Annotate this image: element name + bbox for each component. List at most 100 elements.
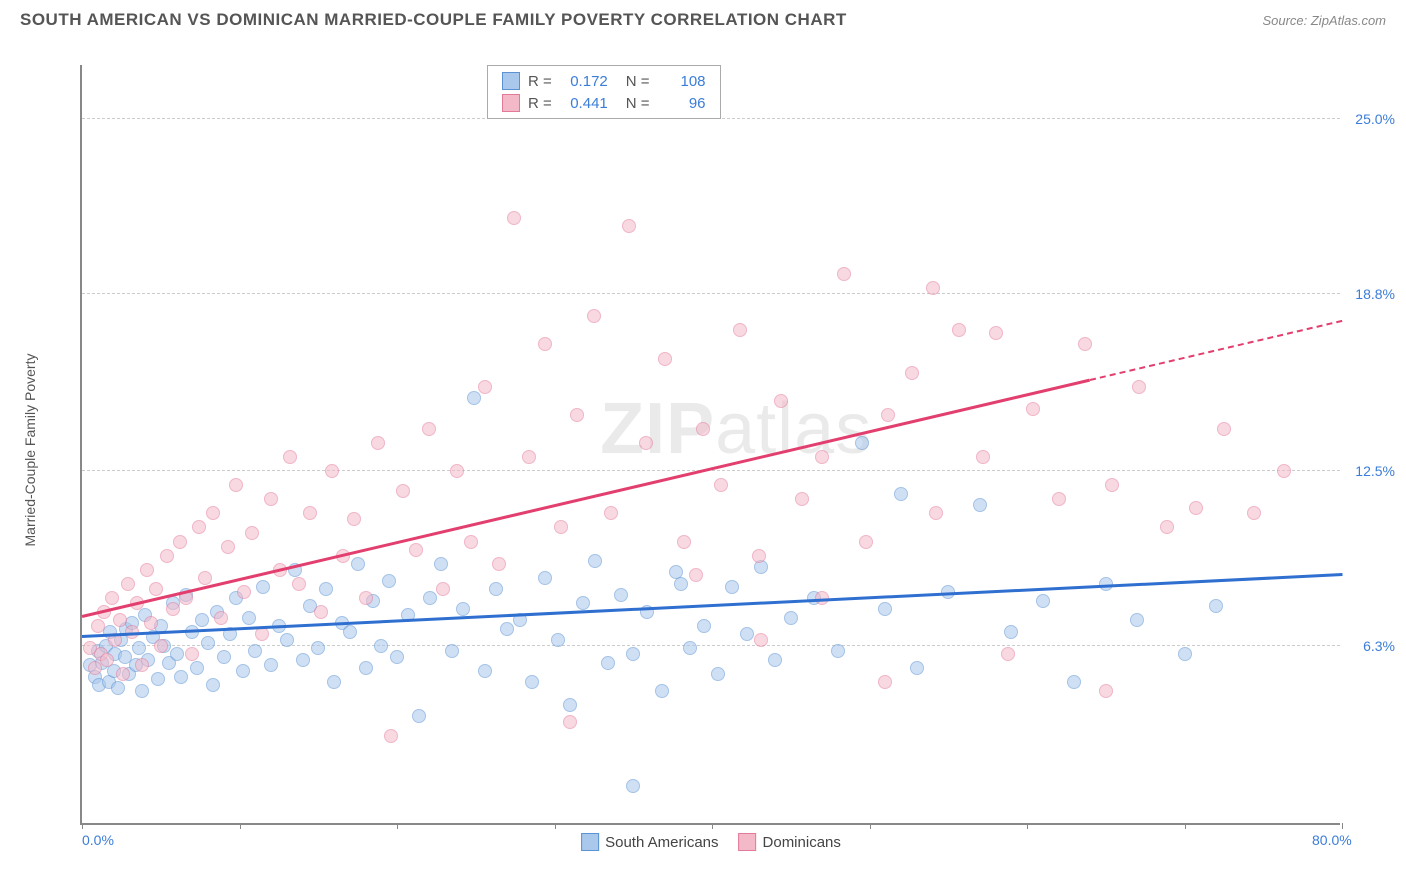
- data-point: [1247, 506, 1261, 520]
- data-point: [639, 436, 653, 450]
- data-point: [88, 661, 102, 675]
- data-point: [1001, 647, 1015, 661]
- data-point: [396, 484, 410, 498]
- y-axis-title: Married-Couple Family Poverty: [22, 354, 38, 547]
- data-point: [507, 211, 521, 225]
- data-point: [905, 366, 919, 380]
- data-point: [1209, 599, 1223, 613]
- data-point: [384, 729, 398, 743]
- data-point: [733, 323, 747, 337]
- data-point: [554, 520, 568, 534]
- x-tick-label: 0.0%: [82, 832, 114, 848]
- legend-swatch: [502, 94, 520, 112]
- data-point: [1105, 478, 1119, 492]
- data-point: [248, 644, 262, 658]
- data-point: [989, 326, 1003, 340]
- data-point: [696, 422, 710, 436]
- data-point: [1277, 464, 1291, 478]
- stat-r-value: 0.441: [560, 95, 608, 112]
- data-point: [111, 681, 125, 695]
- data-point: [752, 549, 766, 563]
- data-point: [563, 715, 577, 729]
- data-point: [359, 661, 373, 675]
- x-tick-mark: [1185, 823, 1186, 829]
- legend-swatch: [739, 833, 757, 851]
- data-point: [878, 602, 892, 616]
- data-point: [587, 309, 601, 323]
- data-point: [135, 684, 149, 698]
- data-point: [478, 380, 492, 394]
- legend-swatch: [581, 833, 599, 851]
- data-point: [154, 639, 168, 653]
- data-point: [622, 219, 636, 233]
- data-point: [192, 520, 206, 534]
- data-point: [201, 636, 215, 650]
- data-point: [217, 650, 231, 664]
- stat-n-value: 108: [658, 73, 706, 90]
- data-point: [525, 675, 539, 689]
- data-point: [894, 487, 908, 501]
- grid-line: [82, 645, 1340, 646]
- stat-r-label: R =: [528, 73, 552, 90]
- data-point: [859, 535, 873, 549]
- data-point: [319, 582, 333, 596]
- data-point: [374, 639, 388, 653]
- y-tick-label: 6.3%: [1363, 638, 1395, 654]
- data-point: [245, 526, 259, 540]
- data-point: [1132, 380, 1146, 394]
- data-point: [359, 591, 373, 605]
- data-point: [149, 582, 163, 596]
- data-point: [478, 664, 492, 678]
- watermark-rest: atlas: [715, 389, 872, 469]
- data-point: [214, 611, 228, 625]
- data-point: [604, 506, 618, 520]
- x-tick-mark: [240, 823, 241, 829]
- data-point: [464, 535, 478, 549]
- data-point: [423, 591, 437, 605]
- data-point: [538, 571, 552, 585]
- data-point: [551, 633, 565, 647]
- legend-swatch: [502, 72, 520, 90]
- data-point: [538, 337, 552, 351]
- data-point: [926, 281, 940, 295]
- data-point: [976, 450, 990, 464]
- data-point: [929, 506, 943, 520]
- data-point: [1130, 613, 1144, 627]
- data-point: [1160, 520, 1174, 534]
- data-point: [683, 641, 697, 655]
- stat-r-label: R =: [528, 95, 552, 112]
- data-point: [952, 323, 966, 337]
- data-point: [116, 667, 130, 681]
- data-point: [221, 540, 235, 554]
- data-point: [714, 478, 728, 492]
- data-point: [689, 568, 703, 582]
- data-point: [422, 422, 436, 436]
- data-point: [450, 464, 464, 478]
- x-tick-mark: [555, 823, 556, 829]
- data-point: [1004, 625, 1018, 639]
- x-tick-mark: [870, 823, 871, 829]
- data-point: [283, 450, 297, 464]
- data-point: [677, 535, 691, 549]
- data-point: [740, 627, 754, 641]
- data-point: [754, 633, 768, 647]
- data-point: [563, 698, 577, 712]
- data-point: [456, 602, 470, 616]
- data-point: [237, 585, 251, 599]
- data-point: [303, 506, 317, 520]
- stat-n-label: N =: [626, 73, 650, 90]
- data-point: [626, 779, 640, 793]
- data-point: [256, 580, 270, 594]
- data-point: [113, 613, 127, 627]
- data-point: [674, 577, 688, 591]
- watermark: ZIPatlas: [600, 388, 872, 470]
- data-point: [1078, 337, 1092, 351]
- data-point: [236, 664, 250, 678]
- x-tick-mark: [397, 823, 398, 829]
- grid-line: [82, 470, 1340, 471]
- data-point: [264, 658, 278, 672]
- y-tick-label: 12.5%: [1355, 463, 1395, 479]
- y-tick-label: 25.0%: [1355, 111, 1395, 127]
- data-point: [144, 616, 158, 630]
- data-point: [658, 352, 672, 366]
